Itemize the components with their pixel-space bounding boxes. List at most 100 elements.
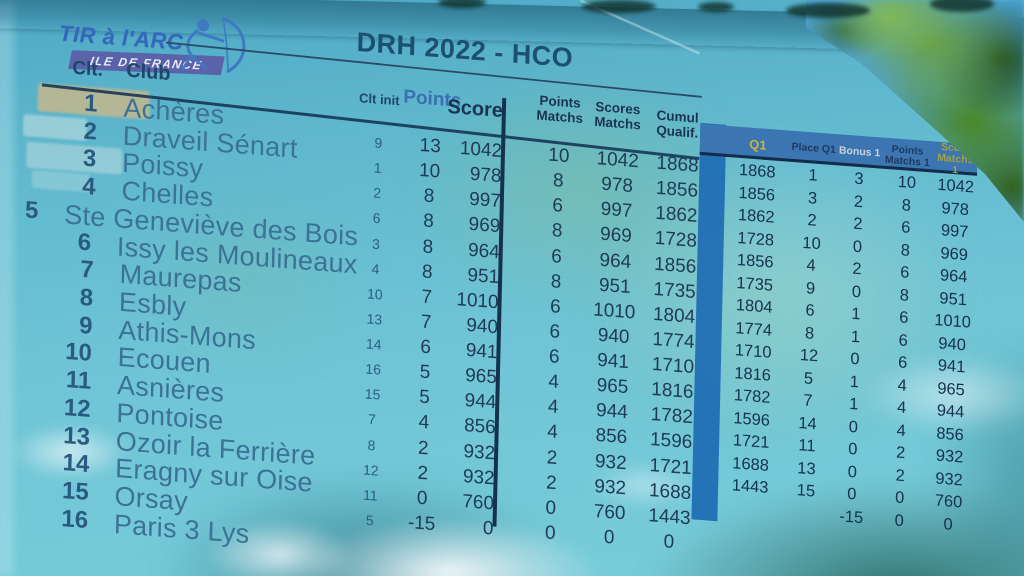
q1-cell: 1856 [736, 250, 774, 272]
score-matchs-1-cell: 978 [941, 198, 970, 219]
points-matchs-1-cell: 6 [898, 308, 909, 328]
scores-matchs-cell: 964 [599, 249, 632, 273]
bonus-1-cell: 0 [852, 237, 863, 256]
bonus-1-cell: 1 [850, 327, 861, 346]
bonus-1-cell: 0 [850, 349, 860, 369]
score-cell: 969 [468, 214, 501, 238]
clt-init-cell: 16 [365, 360, 382, 378]
q1-cell: 1816 [734, 363, 772, 385]
bonus-1-cell: 2 [853, 192, 864, 211]
column-header-points-matchs-1: Points Matchs 1 [884, 142, 930, 169]
score-matchs-1-cell: 940 [938, 333, 967, 354]
place-q1-cell: 12 [799, 345, 819, 366]
q1-cell: 1721 [732, 431, 770, 452]
score-cell: 951 [467, 264, 500, 288]
bonus-1-cell: 0 [848, 417, 859, 437]
points-matchs-1-cell: 4 [896, 398, 907, 418]
column-header-points-matchs: Points Matchs [536, 92, 584, 127]
score-cell: 932 [463, 440, 496, 464]
score-matchs-1-cell: 941 [937, 356, 966, 377]
scores-matchs-cell: 951 [598, 274, 631, 298]
score-matchs-1-cell: 1042 [937, 175, 975, 197]
place-q1-cell: 8 [804, 323, 815, 343]
points-cell: 5 [419, 361, 431, 384]
score-cell: 760 [462, 490, 495, 515]
bonus-1-cell: -15 [839, 506, 864, 527]
clt-init-cell: 1 [373, 159, 382, 177]
scores-matchs-cell: 932 [594, 450, 627, 474]
archer-icon [165, 17, 702, 98]
column-header-scores-matchs: Scores Matchs [594, 98, 641, 133]
scores-matchs-cell: 1042 [596, 148, 639, 173]
points-cell: 8 [422, 210, 434, 233]
points-cell: 7 [421, 286, 433, 309]
place-q1-cell: 3 [807, 188, 818, 208]
score-cell: 941 [465, 339, 498, 364]
points-matchs-1-cell: 2 [895, 465, 905, 485]
bonus-1-cell: 1 [849, 372, 860, 391]
points-cell: 2 [417, 437, 429, 459]
points-cell: -15 [407, 511, 436, 536]
q1-cell: 1443 [731, 476, 769, 497]
scores-matchs-cell: 965 [596, 374, 629, 399]
clt-init-cell: 13 [366, 310, 383, 328]
bonus-1-cell: 0 [851, 282, 862, 301]
points-matchs-1-cell: 6 [901, 218, 911, 237]
place-q1-cell: 1 [808, 166, 818, 185]
bonus-1-cell: 2 [852, 259, 862, 279]
scores-matchs-cell: 1010 [592, 299, 636, 324]
place-q1-cell: 10 [802, 233, 821, 253]
points-cell: 2 [417, 462, 429, 485]
score-matchs-1-cell: 0 [943, 514, 953, 534]
clt-init-cell: 2 [373, 184, 382, 202]
points-matchs-1-cell: 8 [901, 195, 912, 215]
column-header-score-matchs-1: Score Matchs 1 [937, 140, 974, 177]
scores-matchs-cell: 997 [600, 198, 633, 223]
clt-init-cell: 8 [367, 436, 376, 453]
points-cell: 4 [418, 411, 430, 434]
score-matchs-1-cell: 951 [939, 288, 968, 309]
q1-cell: 1688 [732, 453, 770, 475]
score-cell: 964 [467, 239, 500, 263]
clt-init-cell: 15 [364, 385, 381, 403]
q1-cell: 1868 [738, 160, 776, 182]
score-matchs-1-cell: 1010 [934, 310, 972, 332]
clt-init-cell: 12 [362, 461, 379, 479]
score-matchs-1-cell: 997 [940, 221, 969, 242]
score-cell: 1042 [459, 137, 503, 163]
column-header-clt-init: Clt init [358, 90, 400, 109]
place-q1-cell: 15 [796, 481, 816, 501]
q1-cell: 1782 [733, 386, 771, 407]
place-q1-cell: 2 [807, 211, 817, 230]
score-cell: 940 [466, 314, 499, 339]
bonus-1-cell: 2 [853, 214, 863, 234]
dark-top-mark [582, 0, 656, 13]
place-q1-cell: 14 [798, 413, 817, 433]
place-q1-cell: 7 [803, 391, 813, 411]
place-q1-cell: 13 [797, 458, 816, 478]
points-cell: 8 [423, 185, 435, 208]
place-q1-cell: 9 [805, 278, 816, 298]
bonus-1-cell: 0 [847, 462, 858, 482]
clt-init-cell: 4 [371, 260, 380, 277]
place-q1-cell [781, 503, 829, 528]
points-matchs-1-cell: 4 [897, 375, 908, 395]
score-cell: 978 [469, 163, 502, 188]
score-cell: 932 [462, 465, 495, 490]
scores-matchs-cell: 978 [601, 173, 634, 198]
points-cell: 7 [420, 311, 432, 334]
scores-matchs-cell: 760 [593, 500, 626, 525]
place-q1-cell: 5 [803, 368, 814, 388]
clt-init-cell: 10 [366, 285, 383, 303]
score-cell: 1010 [456, 288, 499, 314]
points-matchs-1-cell: 0 [894, 488, 905, 508]
column-header-place-q1: Place Q1 [791, 140, 836, 157]
score-matchs-1-cell: 932 [935, 446, 964, 467]
rank-cell: 16 [61, 504, 89, 534]
q1-cell: 1862 [737, 205, 775, 227]
bonus-1-cell: 3 [854, 169, 864, 189]
scores-matchs-cell: 941 [597, 349, 630, 374]
clt-init-cell: 14 [365, 335, 382, 353]
scores-matchs-cell: 932 [594, 475, 627, 500]
